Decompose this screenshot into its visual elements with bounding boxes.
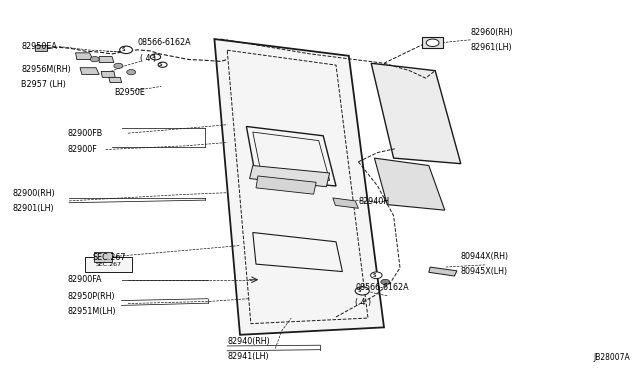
Polygon shape: [250, 166, 330, 187]
Text: 82951M(LH): 82951M(LH): [67, 307, 116, 315]
Text: SEC.267: SEC.267: [92, 253, 125, 262]
Polygon shape: [429, 267, 457, 276]
Text: 82900F: 82900F: [67, 145, 97, 154]
Text: SEC.267: SEC.267: [95, 262, 122, 267]
Circle shape: [355, 287, 369, 295]
Text: 08566-6162A: 08566-6162A: [138, 38, 191, 46]
Text: S: S: [152, 54, 156, 60]
Text: S: S: [358, 288, 361, 294]
Text: 82961(LH): 82961(LH): [470, 43, 512, 52]
Text: B2950E: B2950E: [114, 88, 145, 97]
Circle shape: [150, 54, 161, 60]
Text: JB28007A: JB28007A: [594, 353, 630, 362]
Text: 82900(RH): 82900(RH): [13, 189, 56, 198]
Polygon shape: [101, 71, 115, 77]
Polygon shape: [35, 45, 47, 51]
Text: ( 4 ): ( 4 ): [355, 298, 371, 307]
Text: S: S: [122, 47, 125, 52]
Text: 82950EA: 82950EA: [21, 42, 57, 51]
Polygon shape: [99, 57, 114, 62]
Circle shape: [158, 62, 167, 67]
Polygon shape: [80, 68, 99, 74]
FancyBboxPatch shape: [85, 257, 132, 272]
Polygon shape: [371, 63, 461, 164]
Text: 82901(LH): 82901(LH): [13, 204, 54, 213]
Circle shape: [127, 70, 136, 75]
Circle shape: [371, 272, 382, 279]
Text: 82956M(RH): 82956M(RH): [21, 65, 71, 74]
Polygon shape: [76, 53, 93, 60]
Text: 08566-6162A: 08566-6162A: [355, 283, 409, 292]
Text: 82941(LH): 82941(LH): [227, 352, 269, 360]
Text: 82940H: 82940H: [358, 197, 390, 206]
Polygon shape: [422, 37, 443, 48]
Polygon shape: [374, 158, 445, 210]
Polygon shape: [94, 252, 112, 262]
Text: S: S: [372, 273, 376, 278]
Text: B2957 (LH): B2957 (LH): [21, 80, 66, 89]
Text: ( 4 ): ( 4 ): [140, 54, 156, 62]
Polygon shape: [109, 77, 122, 83]
Text: 82950P(RH): 82950P(RH): [67, 292, 115, 301]
Text: 82940(RH): 82940(RH): [227, 337, 270, 346]
Circle shape: [426, 39, 439, 46]
Polygon shape: [256, 176, 316, 194]
Circle shape: [120, 46, 132, 54]
Text: S: S: [159, 62, 163, 67]
Polygon shape: [333, 198, 358, 208]
Text: 80944X(RH): 80944X(RH): [461, 252, 509, 261]
Text: 82960(RH): 82960(RH): [470, 28, 513, 37]
Circle shape: [381, 279, 390, 285]
Text: 82900FB: 82900FB: [67, 129, 102, 138]
Text: 82900FA: 82900FA: [67, 275, 102, 284]
Circle shape: [90, 57, 99, 62]
Circle shape: [114, 63, 123, 68]
Text: 80945X(LH): 80945X(LH): [461, 267, 508, 276]
Polygon shape: [214, 39, 384, 335]
